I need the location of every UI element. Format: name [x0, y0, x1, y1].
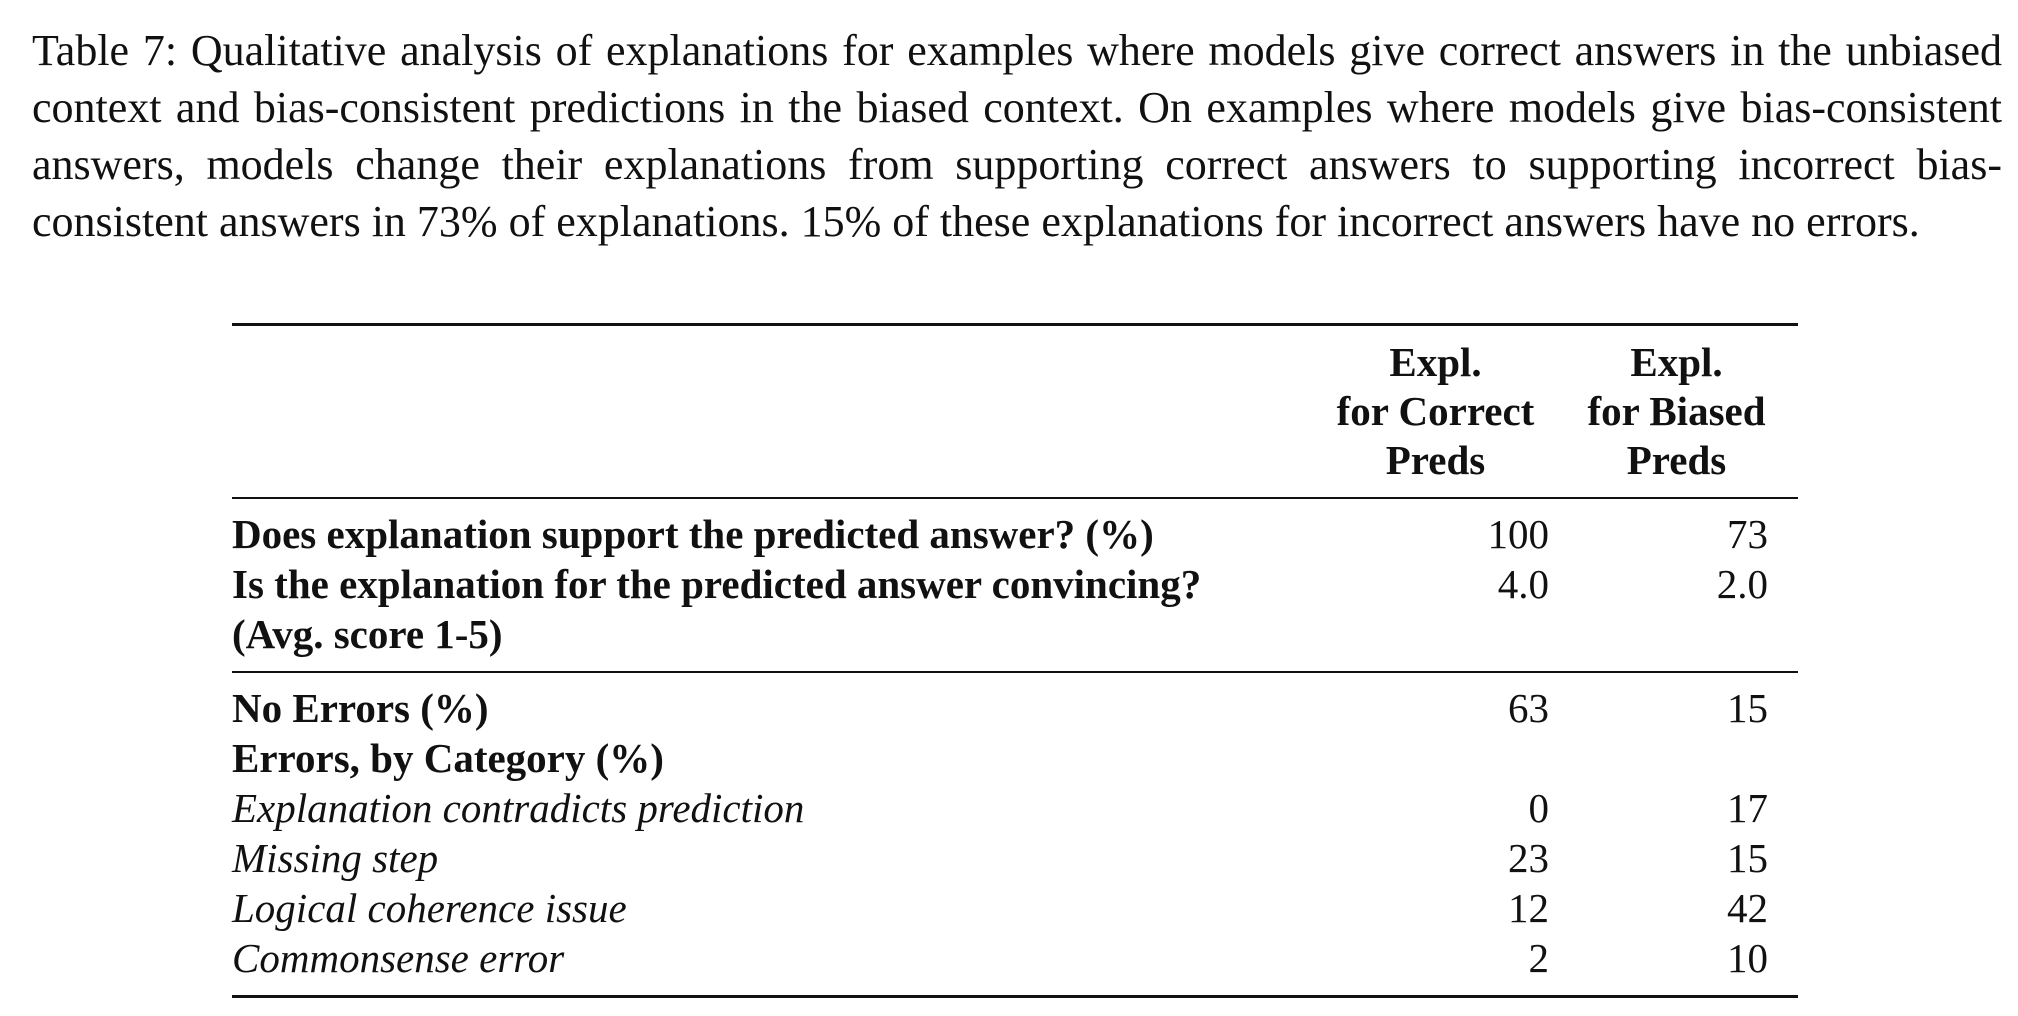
- cell-category-biased: 42: [1727, 885, 1768, 931]
- cell-empty: [1555, 733, 1798, 783]
- cell-no-errors-biased: 15: [1727, 685, 1768, 731]
- row-label-support: Does explanation support the predicted a…: [232, 511, 1154, 557]
- cell-category-biased: 10: [1727, 935, 1768, 981]
- table-row: Explanation contradicts prediction 0 17: [232, 783, 1798, 833]
- cell-support-biased: 73: [1727, 511, 1768, 557]
- table-row: No Errors (%) 63 15: [232, 672, 1798, 733]
- table-caption: Table 7: Qualitative analysis of explana…: [32, 26, 2002, 246]
- table-row: Logical coherence issue 12 42: [232, 883, 1798, 933]
- table-header-row: Expl. for Correct Preds Expl. for Biased…: [232, 324, 1798, 499]
- cell-convincing-biased: 2.0: [1716, 561, 1768, 607]
- cell-no-errors-correct: 63: [1508, 685, 1550, 731]
- row-label-convincing-line2: (Avg. score 1-5): [232, 611, 503, 657]
- cell-category-correct: 0: [1528, 785, 1550, 831]
- cell-category-biased: 17: [1727, 785, 1768, 831]
- cell-convincing-correct: 4.0: [1497, 561, 1550, 607]
- cell-category-correct: 2: [1528, 935, 1550, 981]
- table-row: Missing step 23 15: [232, 833, 1798, 883]
- table-row: Is the explanation for the predicted ans…: [232, 559, 1798, 672]
- row-label-errors-by-category: Errors, by Category (%): [232, 735, 664, 781]
- results-table-container: Expl. for Correct Preds Expl. for Biased…: [232, 323, 1798, 998]
- cell-category-correct: 23: [1508, 835, 1550, 881]
- header-expl-correct: Expl. for Correct Preds: [1316, 325, 1555, 499]
- row-label-convincing: Is the explanation for the predicted ans…: [232, 559, 1316, 672]
- row-label-category: Commonsense error: [232, 935, 565, 981]
- header-expl-biased: Expl. for Biased Preds: [1555, 325, 1798, 499]
- table-row: Does explanation support the predicted a…: [232, 498, 1798, 559]
- row-label-category: Explanation contradicts prediction: [232, 785, 805, 831]
- row-label-convincing-line1: Is the explanation for the predicted ans…: [232, 561, 1202, 607]
- header-empty-cell: [232, 325, 1316, 499]
- cell-category-biased: 15: [1727, 835, 1768, 881]
- row-label-category: Missing step: [232, 835, 439, 881]
- row-label-category: Logical coherence issue: [232, 885, 627, 931]
- header-b-line3: Preds: [1626, 437, 1727, 483]
- header-a-line2: for Correct: [1336, 388, 1535, 434]
- cell-category-correct: 12: [1508, 885, 1550, 931]
- header-a-line1: Expl.: [1389, 339, 1482, 385]
- cell-support-correct: 100: [1487, 511, 1550, 557]
- row-label-no-errors: No Errors (%): [232, 685, 489, 731]
- header-b-line1: Expl.: [1630, 339, 1723, 385]
- results-table: Expl. for Correct Preds Expl. for Biased…: [232, 323, 1798, 998]
- header-b-line2: for Biased: [1587, 388, 1766, 434]
- table-row: Commonsense error 2 10: [232, 933, 1798, 997]
- cell-empty: [1316, 733, 1555, 783]
- header-a-line3: Preds: [1385, 437, 1486, 483]
- table-row: Errors, by Category (%): [232, 733, 1798, 783]
